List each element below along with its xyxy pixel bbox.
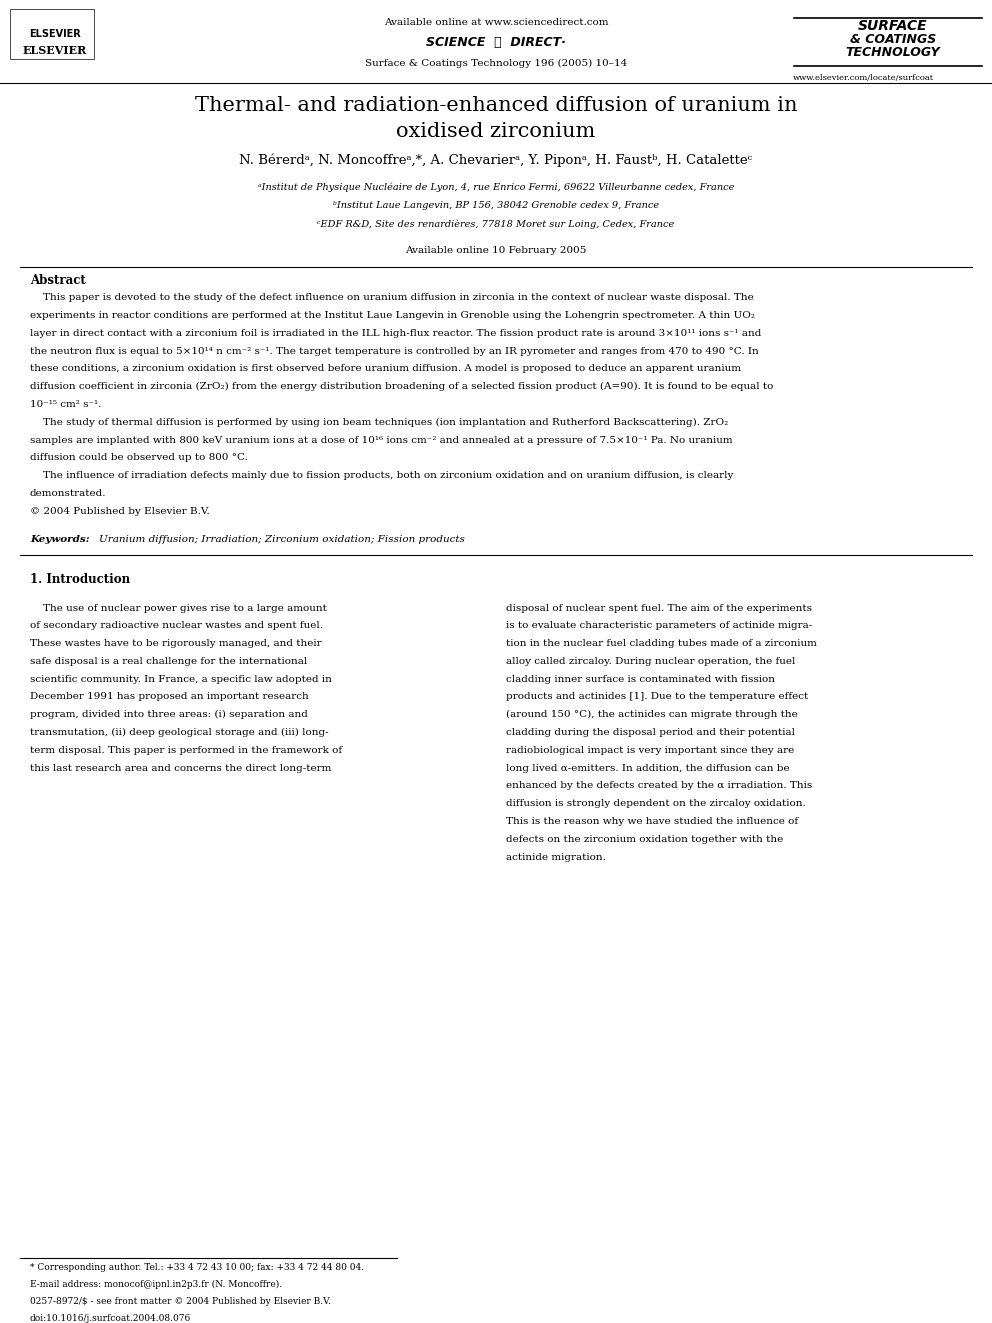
Text: safe disposal is a real challenge for the international: safe disposal is a real challenge for th… [30, 658, 307, 665]
Text: products and actinides [1]. Due to the temperature effect: products and actinides [1]. Due to the t… [506, 692, 808, 701]
Text: doi:10.1016/j.surfcoat.2004.08.076: doi:10.1016/j.surfcoat.2004.08.076 [30, 1314, 191, 1323]
Text: ᵇInstitut Laue Langevin, BP 156, 38042 Grenoble cedex 9, France: ᵇInstitut Laue Langevin, BP 156, 38042 G… [333, 201, 659, 210]
Text: term disposal. This paper is performed in the framework of: term disposal. This paper is performed i… [30, 746, 342, 755]
FancyBboxPatch shape [10, 9, 94, 60]
Text: www.elsevier.com/locate/surfcoat: www.elsevier.com/locate/surfcoat [793, 74, 933, 82]
Text: diffusion could be observed up to 800 °C.: diffusion could be observed up to 800 °C… [30, 454, 248, 462]
Text: Keywords:: Keywords: [30, 534, 89, 544]
Text: ᵃInstitut de Physique Nucléaire de Lyon, 4, rue Enrico Fermi, 69622 Villeurbanne: ᵃInstitut de Physique Nucléaire de Lyon,… [258, 183, 734, 192]
Text: cladding inner surface is contaminated with fission: cladding inner surface is contaminated w… [506, 675, 775, 684]
Text: Thermal- and radiation-enhanced diffusion of uranium in
oxidised zirconium: Thermal- and radiation-enhanced diffusio… [194, 95, 798, 142]
Text: Surface & Coatings Technology 196 (2005) 10–14: Surface & Coatings Technology 196 (2005)… [365, 58, 627, 67]
Text: SURFACE: SURFACE [858, 20, 928, 33]
Text: © 2004 Published by Elsevier B.V.: © 2004 Published by Elsevier B.V. [30, 507, 209, 516]
Text: ᶜEDF R&D, Site des renardières, 77818 Moret sur Loing, Cedex, France: ᶜEDF R&D, Site des renardières, 77818 Mo… [317, 220, 675, 229]
Text: is to evaluate characteristic parameters of actinide migra-: is to evaluate characteristic parameters… [506, 622, 812, 630]
Text: alloy called zircaloy. During nuclear operation, the fuel: alloy called zircaloy. During nuclear op… [506, 658, 796, 665]
Text: Available online at www.sciencedirect.com: Available online at www.sciencedirect.co… [384, 19, 608, 26]
Text: of secondary radioactive nuclear wastes and spent fuel.: of secondary radioactive nuclear wastes … [30, 622, 322, 630]
Text: ELSEVIER: ELSEVIER [29, 29, 80, 40]
Text: experiments in reactor conditions are performed at the Institut Laue Langevin in: experiments in reactor conditions are pe… [30, 311, 755, 320]
Text: These wastes have to be rigorously managed, and their: These wastes have to be rigorously manag… [30, 639, 321, 648]
Text: December 1991 has proposed an important research: December 1991 has proposed an important … [30, 692, 309, 701]
Text: 10⁻¹⁵ cm² s⁻¹.: 10⁻¹⁵ cm² s⁻¹. [30, 400, 101, 409]
Text: This paper is devoted to the study of the defect influence on uranium diffusion : This paper is devoted to the study of th… [30, 294, 754, 302]
Text: 1. Introduction: 1. Introduction [30, 573, 130, 586]
Text: The influence of irradiation defects mainly due to fission products, both on zir: The influence of irradiation defects mai… [30, 471, 733, 480]
Text: Abstract: Abstract [30, 274, 85, 287]
Text: this last research area and concerns the direct long-term: this last research area and concerns the… [30, 763, 331, 773]
Text: & COATINGS: & COATINGS [850, 33, 935, 46]
Text: transmutation, (ii) deep geological storage and (iii) long-: transmutation, (ii) deep geological stor… [30, 728, 328, 737]
Text: N. Bérerdᵃ, N. Moncoffreᵃ,*, A. Chevarierᵃ, Y. Piponᵃ, H. Faustᵇ, H. Cataletteᶜ: N. Bérerdᵃ, N. Moncoffreᵃ,*, A. Chevarie… [239, 153, 753, 168]
Text: E-mail address: monocof@ipnl.in2p3.fr (N. Moncoffre).: E-mail address: monocof@ipnl.in2p3.fr (N… [30, 1279, 282, 1289]
Text: demonstrated.: demonstrated. [30, 490, 106, 497]
Text: long lived α-emitters. In addition, the diffusion can be: long lived α-emitters. In addition, the … [506, 763, 790, 773]
Text: TECHNOLOGY: TECHNOLOGY [845, 46, 940, 60]
Text: diffusion coefficient in zirconia (ZrO₂) from the energy distribution broadening: diffusion coefficient in zirconia (ZrO₂)… [30, 382, 773, 392]
Text: disposal of nuclear spent fuel. The aim of the experiments: disposal of nuclear spent fuel. The aim … [506, 603, 811, 613]
Text: tion in the nuclear fuel cladding tubes made of a zirconium: tion in the nuclear fuel cladding tubes … [506, 639, 816, 648]
Text: radiobiological impact is very important since they are: radiobiological impact is very important… [506, 746, 795, 755]
Text: The study of thermal diffusion is performed by using ion beam techniques (ion im: The study of thermal diffusion is perfor… [30, 418, 728, 427]
Text: * Corresponding author. Tel.: +33 4 72 43 10 00; fax: +33 4 72 44 80 04.: * Corresponding author. Tel.: +33 4 72 4… [30, 1263, 364, 1271]
Text: actinide migration.: actinide migration. [506, 852, 606, 861]
Text: these conditions, a zirconium oxidation is first observed before uranium diffusi: these conditions, a zirconium oxidation … [30, 364, 741, 373]
Text: (around 150 °C), the actinides can migrate through the: (around 150 °C), the actinides can migra… [506, 710, 798, 720]
Text: program, divided into three areas: (i) separation and: program, divided into three areas: (i) s… [30, 710, 308, 720]
Text: the neutron flux is equal to 5×10¹⁴ n cm⁻² s⁻¹. The target temperature is contro: the neutron flux is equal to 5×10¹⁴ n cm… [30, 347, 759, 356]
Text: samples are implanted with 800 keV uranium ions at a dose of 10¹⁶ ions cm⁻² and : samples are implanted with 800 keV urani… [30, 435, 732, 445]
Text: ELSEVIER: ELSEVIER [23, 45, 86, 56]
Text: This is the reason why we have studied the influence of: This is the reason why we have studied t… [506, 816, 798, 826]
Text: Available online 10 February 2005: Available online 10 February 2005 [406, 246, 586, 255]
Text: cladding during the disposal period and their potential: cladding during the disposal period and … [506, 728, 795, 737]
Text: defects on the zirconium oxidation together with the: defects on the zirconium oxidation toget… [506, 835, 783, 844]
Text: scientific community. In France, a specific law adopted in: scientific community. In France, a speci… [30, 675, 331, 684]
Text: Uranium diffusion; Irradiation; Zirconium oxidation; Fission products: Uranium diffusion; Irradiation; Zirconiu… [99, 534, 465, 544]
Text: layer in direct contact with a zirconium foil is irradiated in the ILL high-flux: layer in direct contact with a zirconium… [30, 329, 761, 337]
Text: 0257-8972/$ - see front matter © 2004 Published by Elsevier B.V.: 0257-8972/$ - see front matter © 2004 Pu… [30, 1297, 330, 1306]
Text: enhanced by the defects created by the α irradiation. This: enhanced by the defects created by the α… [506, 782, 812, 790]
Text: The use of nuclear power gives rise to a large amount: The use of nuclear power gives rise to a… [30, 603, 326, 613]
Text: diffusion is strongly dependent on the zircaloy oxidation.: diffusion is strongly dependent on the z… [506, 799, 806, 808]
Text: SCIENCE  ⓐ  DIRECT·: SCIENCE ⓐ DIRECT· [426, 36, 566, 49]
